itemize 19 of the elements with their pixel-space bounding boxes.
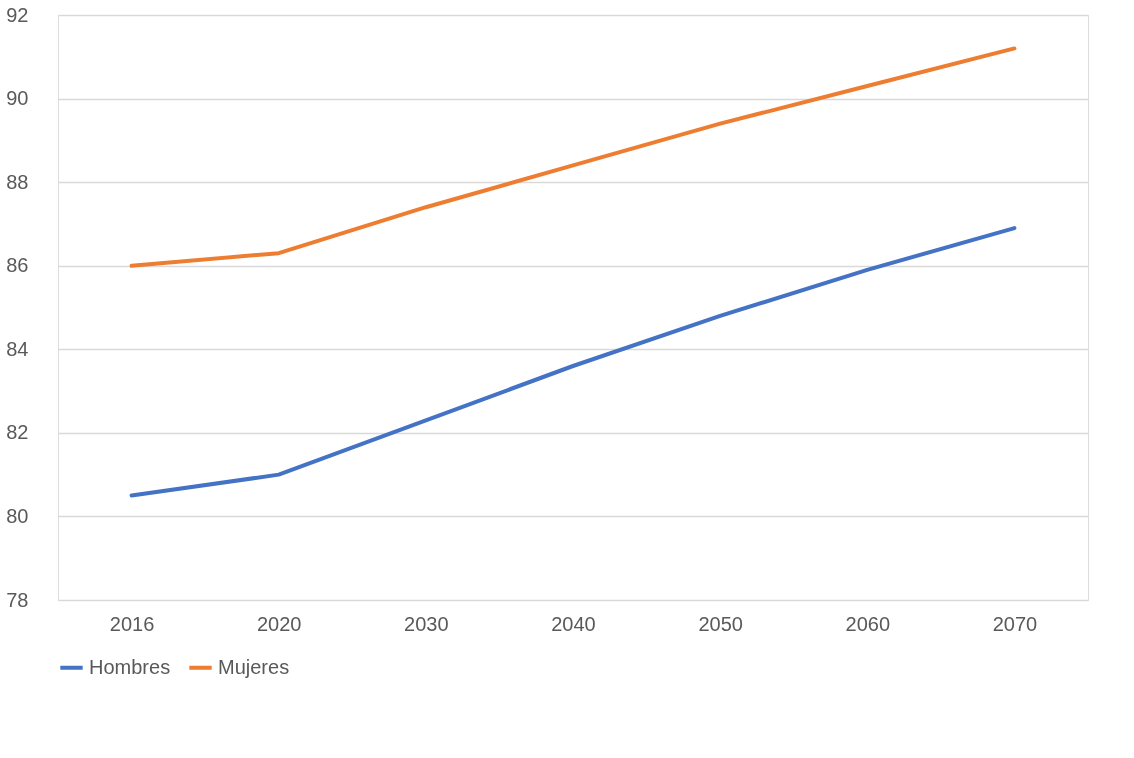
line-series	[129, 226, 1017, 498]
y-tick-label: 86	[6, 254, 29, 277]
y-tick-label: 78	[6, 588, 29, 611]
legend-label: Mujeres	[218, 655, 290, 678]
y-tick-label: 82	[6, 421, 29, 444]
x-tick-label: 2016	[109, 612, 155, 635]
x-tick-label: 2030	[404, 612, 449, 635]
y-tick-label: 90	[6, 87, 29, 110]
x-tick-label: 2070	[992, 612, 1038, 635]
line-series	[129, 46, 1017, 268]
x-tick-label: 2020	[256, 612, 302, 635]
y-tick-label: 80	[6, 504, 29, 527]
x-tick-label: 2060	[845, 612, 891, 635]
y-tick-label: 84	[6, 337, 29, 360]
x-tick-label: 2040	[551, 612, 596, 635]
x-tick-label: 2050	[698, 612, 743, 635]
legend-label: Hombres	[89, 655, 171, 678]
y-tick-label: 88	[6, 170, 29, 193]
y-tick-label: 92	[6, 3, 29, 26]
